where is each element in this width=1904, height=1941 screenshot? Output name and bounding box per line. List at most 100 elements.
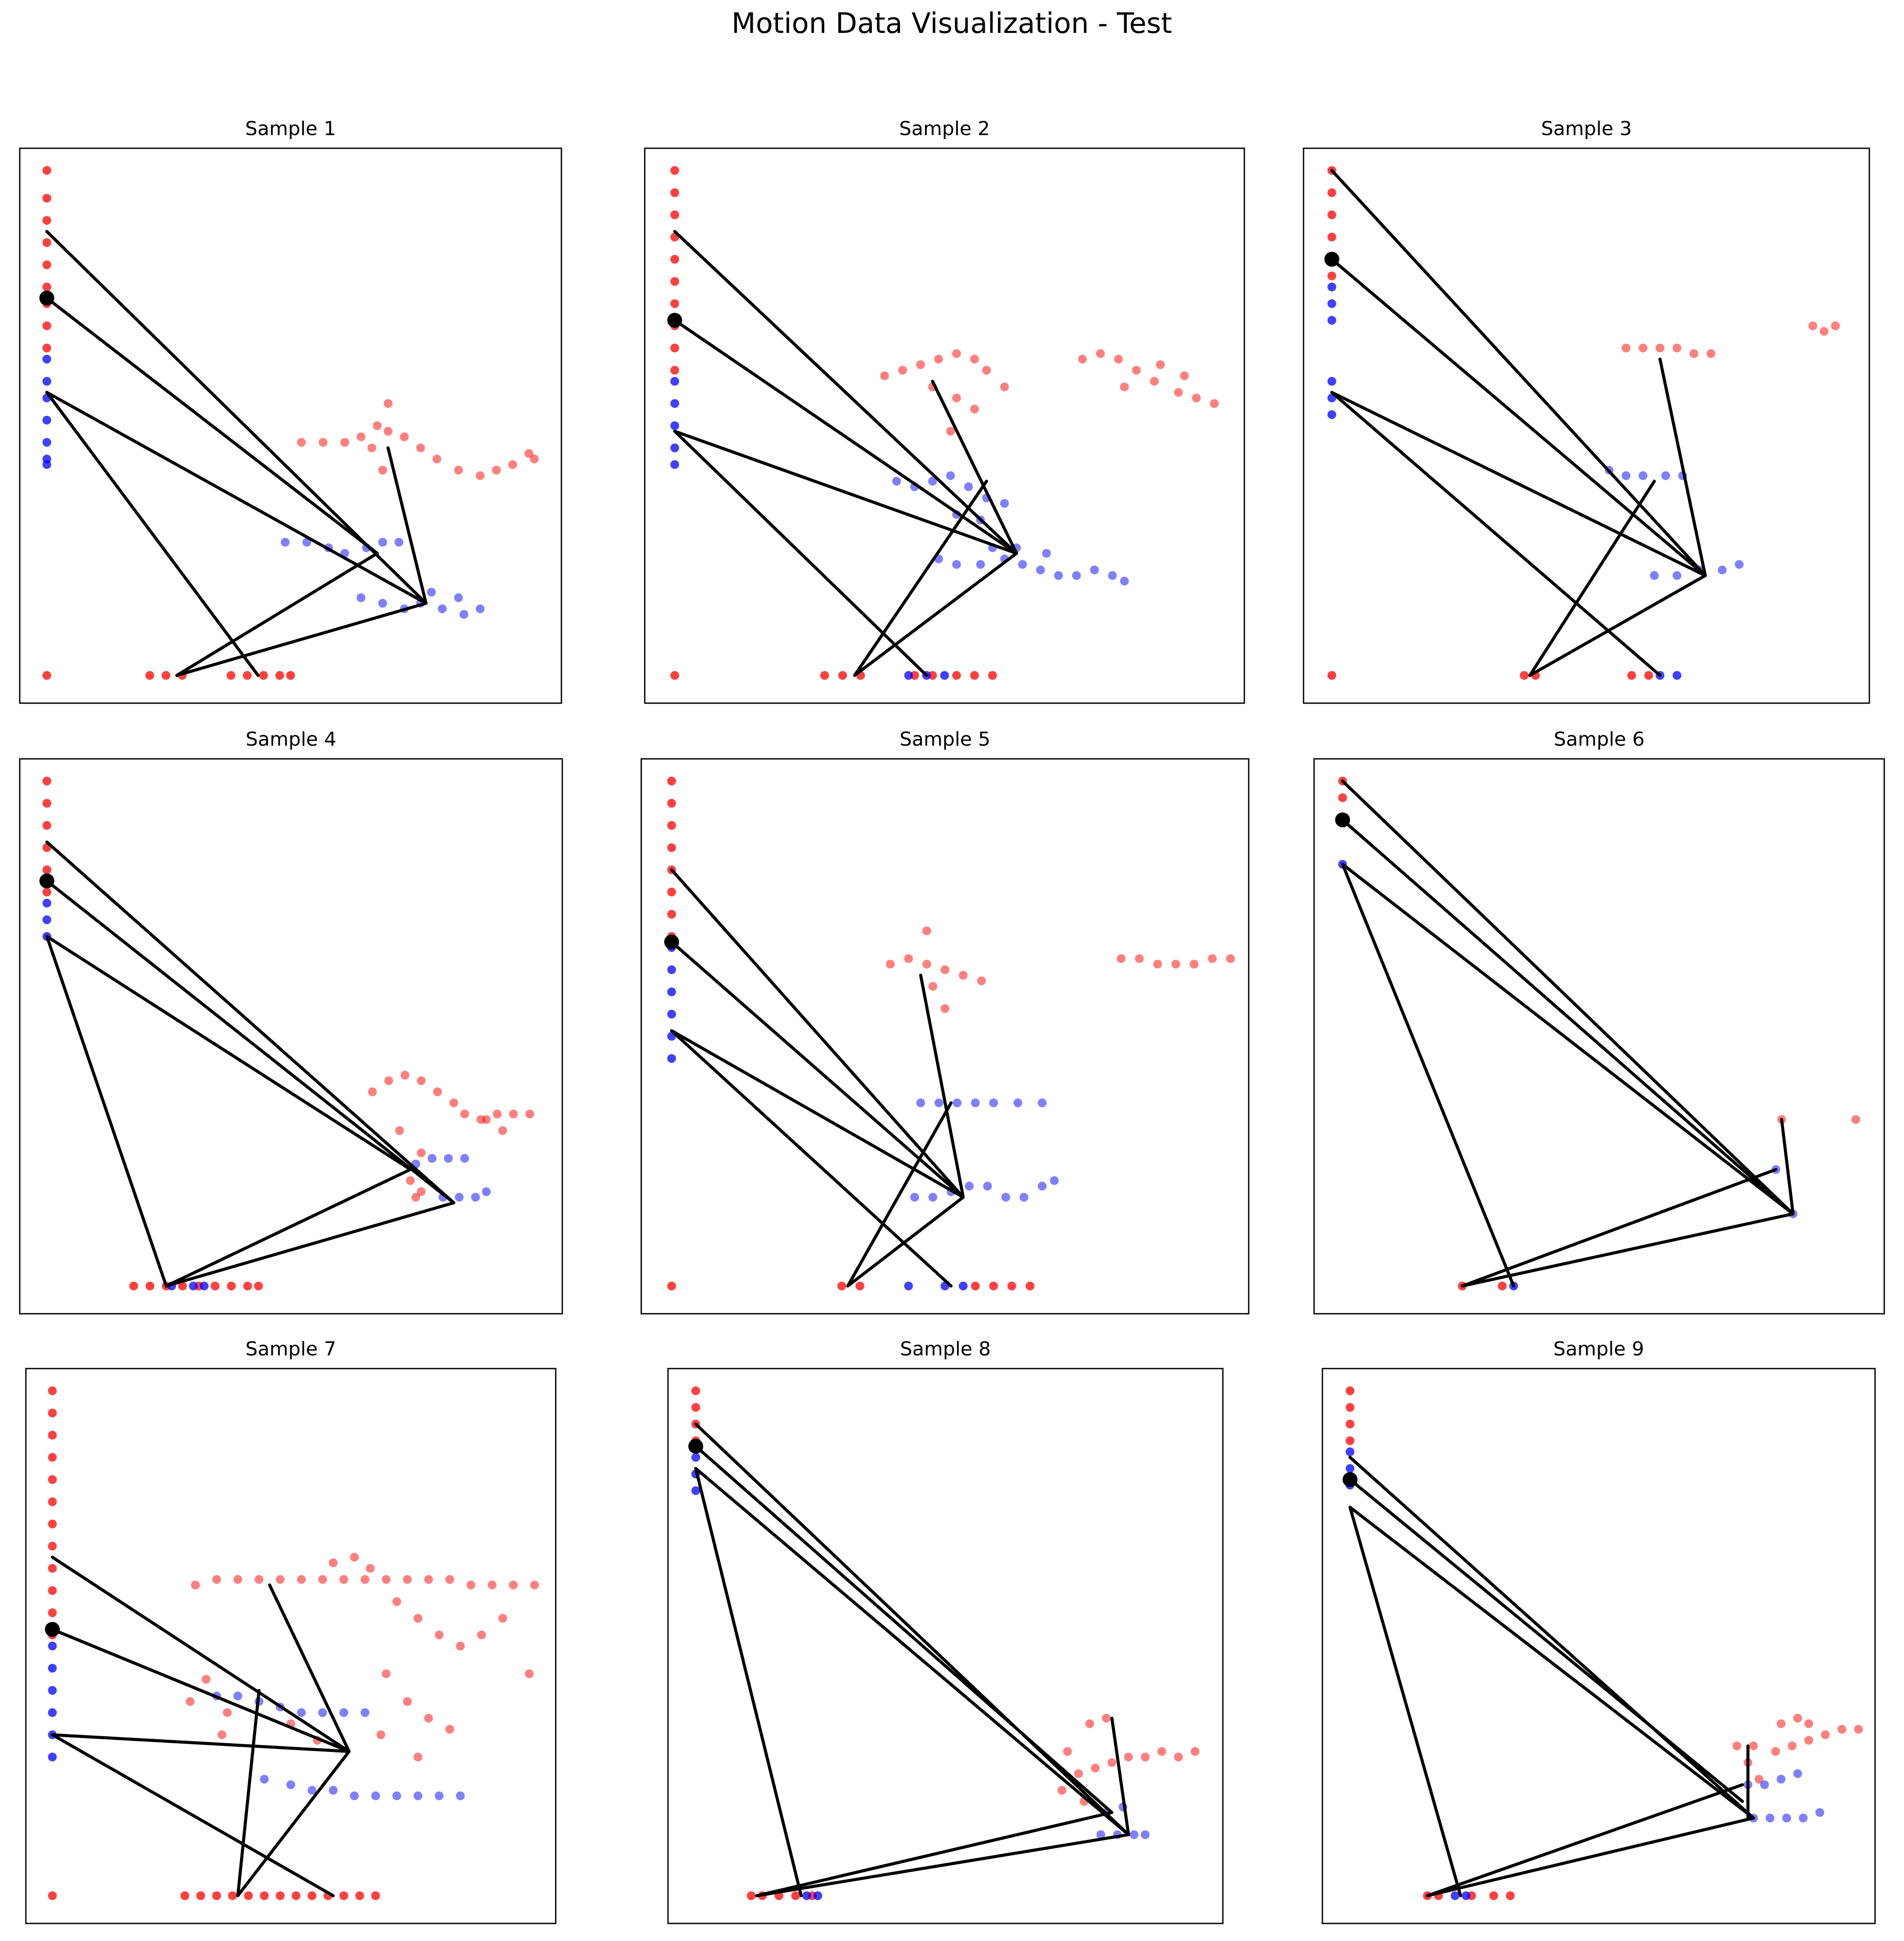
data-point (1000, 499, 1009, 508)
data-point (48, 1430, 57, 1440)
data-point (413, 1752, 422, 1762)
data-point (416, 443, 425, 453)
data-point (1063, 1747, 1072, 1756)
skeleton-segment (853, 479, 988, 677)
data-point (1821, 1730, 1830, 1739)
data-point (307, 1891, 317, 1900)
data-point (406, 1176, 415, 1185)
data-point (691, 1403, 700, 1412)
skeleton-segment (846, 1101, 953, 1288)
data-point (454, 1193, 464, 1202)
subplot-frame (19, 147, 562, 704)
data-point (977, 976, 986, 985)
subplot-title: Sample 3 (1541, 118, 1632, 140)
skeleton-joint (1324, 252, 1340, 267)
data-point (42, 821, 51, 830)
skeleton-segment (175, 551, 379, 677)
subplot-8: Sample 8 (667, 1338, 1224, 1924)
data-point (982, 366, 991, 375)
skeleton-segment (45, 391, 428, 605)
data-point (367, 443, 376, 453)
data-point (1091, 1763, 1100, 1773)
data-point (42, 343, 51, 353)
data-point (670, 399, 679, 408)
data-point (189, 1281, 198, 1290)
data-point (1156, 360, 1165, 369)
subplot-title: Sample 6 (1554, 728, 1645, 751)
data-point (670, 255, 679, 264)
skeleton-segment (1348, 1505, 1755, 1820)
skeleton-segment (45, 935, 168, 1288)
data-point (444, 1154, 453, 1163)
data-point (394, 538, 404, 547)
data-point (329, 1558, 338, 1567)
data-point (1831, 321, 1840, 330)
data-point (670, 460, 679, 469)
data-point (445, 1575, 454, 1584)
data-point (350, 1553, 359, 1562)
skeleton-segment (1341, 862, 1795, 1215)
skeleton-segment (1425, 1816, 1755, 1898)
data-point (1793, 1769, 1802, 1778)
data-point (445, 1725, 454, 1734)
data-point (1102, 1713, 1111, 1723)
data-point (48, 1664, 57, 1673)
subplot-title: Sample 7 (246, 1338, 336, 1360)
subplot-title: Sample 5 (900, 728, 990, 751)
data-point (667, 776, 676, 786)
skeleton-segment (673, 230, 1018, 555)
skeleton-joint (1343, 1472, 1357, 1487)
data-point (1327, 210, 1336, 219)
data-point (1346, 1436, 1354, 1445)
data-point (509, 1580, 518, 1590)
data-point (1735, 560, 1744, 569)
data-point (1690, 349, 1699, 358)
data-point (212, 1891, 221, 1900)
data-point (254, 1281, 263, 1290)
skeleton-segment (268, 1583, 351, 1753)
data-point (1639, 471, 1647, 480)
data-point (667, 1281, 676, 1290)
data-point (971, 1281, 980, 1290)
data-point (1054, 571, 1063, 580)
data-point (1327, 299, 1336, 308)
data-point (492, 465, 501, 475)
data-point (1733, 1741, 1741, 1751)
data-point (217, 1730, 226, 1739)
data-point (42, 671, 51, 680)
data-point (400, 432, 409, 441)
skeleton-segment (1341, 779, 1795, 1215)
data-point (42, 238, 51, 247)
data-point (1622, 471, 1631, 480)
data-point (1074, 1769, 1083, 1778)
data-point (48, 1564, 57, 1573)
data-point (1706, 349, 1715, 358)
data-point (670, 188, 679, 197)
subplot-grid: Sample 1 Sample 2 Sample 3 Sample 4 Sample 5… (19, 118, 1885, 1924)
data-point (186, 1697, 195, 1706)
skeleton-segment (1330, 391, 1662, 677)
skeleton-segment (236, 1689, 261, 1898)
subplot-title: Sample 9 (1554, 1338, 1644, 1360)
data-point (400, 1071, 410, 1080)
data-point (1808, 321, 1817, 330)
data-point (1819, 327, 1829, 336)
data-point (1038, 1098, 1047, 1108)
data-point (1520, 671, 1529, 680)
data-point (498, 1614, 507, 1623)
data-point (691, 1386, 700, 1395)
data-point (129, 1281, 138, 1290)
data-point (1192, 393, 1201, 403)
data-point (438, 604, 447, 613)
data-point (454, 465, 463, 475)
data-point (1124, 1752, 1133, 1762)
data-point (1346, 1386, 1354, 1395)
data-point (747, 1891, 756, 1900)
data-point (1108, 571, 1117, 580)
subplot-title: Sample 2 (899, 118, 990, 140)
data-point (1096, 349, 1105, 358)
data-point (525, 1109, 534, 1119)
data-point (48, 1453, 57, 1462)
data-point (667, 799, 676, 808)
